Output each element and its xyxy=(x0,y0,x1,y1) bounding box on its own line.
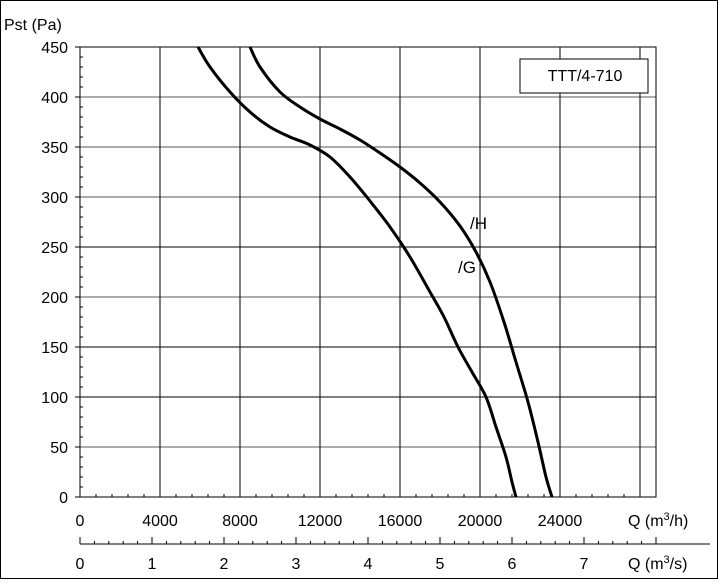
y-axis-title: Pst (Pa) xyxy=(4,17,62,34)
model-label: TTT/4-710 xyxy=(548,68,623,85)
x-tick-label: 12000 xyxy=(298,513,343,530)
y-tick-label: 150 xyxy=(41,340,68,357)
y-tick-label: 50 xyxy=(50,440,68,457)
x2-axis-title: Q (m3/s) xyxy=(628,554,687,573)
y-tick-label: 0 xyxy=(59,490,68,507)
series-label-h: /H xyxy=(470,214,487,233)
x-tick-label: 8000 xyxy=(222,513,258,530)
y-tick-label: 100 xyxy=(41,390,68,407)
series-line-h xyxy=(248,46,554,498)
x-tick-label: 24000 xyxy=(538,513,583,530)
y-tick-label: 300 xyxy=(41,190,68,207)
x2-tick-label: 3 xyxy=(292,556,301,573)
x2-tick-label: 1 xyxy=(148,556,157,573)
x2-tick-label: 6 xyxy=(508,556,517,573)
series-label-g: /G xyxy=(458,258,476,277)
y-tick-label: 350 xyxy=(41,140,68,157)
y-tick-label: 200 xyxy=(41,290,68,307)
x2-tick-label: 7 xyxy=(580,556,589,573)
x-axis-title: Q (m3/h) xyxy=(628,511,688,530)
x-tick-label: 20000 xyxy=(458,513,503,530)
x-tick-label: 16000 xyxy=(378,513,423,530)
x2-tick-label: 0 xyxy=(76,556,85,573)
labels: /H/G xyxy=(458,214,487,277)
x2-tick-label: 5 xyxy=(436,556,445,573)
x-tick-label: 0 xyxy=(76,513,85,530)
model-box xyxy=(519,58,649,94)
x2-tick-label: 2 xyxy=(220,556,229,573)
series-group xyxy=(196,46,554,498)
x2-tick-label: 4 xyxy=(364,556,373,573)
x-tick-label: 4000 xyxy=(142,513,178,530)
model-legend-box: TTT/4-710 xyxy=(519,58,649,94)
y-tick-label: 450 xyxy=(41,40,68,57)
y-tick-label: 250 xyxy=(41,240,68,257)
y-tick-label: 400 xyxy=(41,90,68,107)
plot-area-border xyxy=(79,46,657,498)
series-line-g xyxy=(196,46,518,498)
